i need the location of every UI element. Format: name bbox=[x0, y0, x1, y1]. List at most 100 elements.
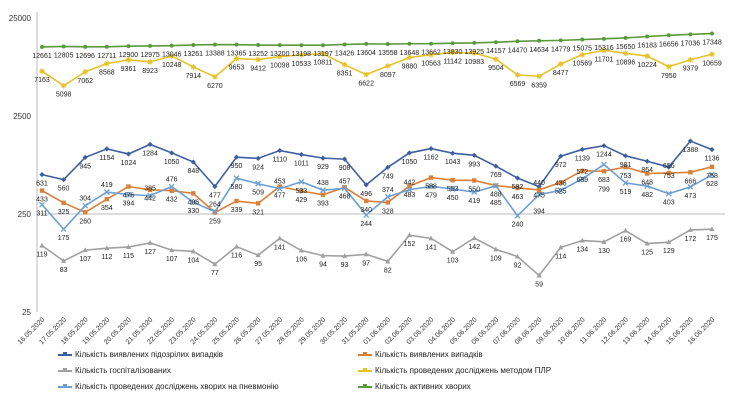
data-point bbox=[125, 151, 132, 157]
data-point bbox=[299, 43, 304, 48]
data-label: 450 bbox=[447, 195, 459, 202]
data-label: 260 bbox=[79, 218, 91, 225]
data-point bbox=[233, 175, 240, 182]
data-point bbox=[622, 179, 629, 186]
data-point bbox=[39, 242, 45, 248]
data-point bbox=[83, 44, 88, 49]
data-label: 1139 bbox=[575, 155, 590, 162]
data-label: 482 bbox=[641, 192, 653, 199]
data-point bbox=[665, 190, 672, 197]
data-label: 1043 bbox=[445, 159, 461, 166]
data-label: 864 bbox=[641, 167, 653, 174]
data-label: 476 bbox=[123, 193, 135, 200]
data-point bbox=[233, 55, 240, 62]
data-point bbox=[709, 164, 715, 169]
data-label: 924 bbox=[252, 164, 264, 171]
data-point bbox=[212, 261, 218, 267]
data-point bbox=[82, 202, 89, 209]
data-point bbox=[255, 180, 262, 187]
data-point bbox=[82, 247, 88, 253]
data-point bbox=[579, 175, 586, 182]
data-label: 92 bbox=[514, 263, 522, 270]
data-point bbox=[472, 40, 477, 45]
data-point bbox=[579, 51, 586, 58]
data-point bbox=[515, 39, 520, 44]
data-point bbox=[580, 37, 585, 42]
data-label: 16656 bbox=[659, 41, 679, 48]
data-point bbox=[212, 42, 217, 47]
data-label: 16183 bbox=[637, 43, 657, 50]
legend-item-detected: Кількість виявлених випадків bbox=[358, 350, 483, 359]
data-label: 13604 bbox=[356, 50, 376, 57]
data-point bbox=[472, 178, 477, 183]
data-point bbox=[558, 244, 564, 250]
data-label: 468 bbox=[339, 193, 351, 200]
data-point bbox=[492, 182, 499, 189]
data-label: 10533 bbox=[292, 61, 312, 68]
data-point bbox=[212, 183, 218, 190]
data-point bbox=[169, 43, 174, 48]
data-label: 13261 bbox=[184, 51, 204, 58]
data-label: 5098 bbox=[56, 92, 72, 99]
legend-item-suspected: Кількість виявлених підозрілих випадків bbox=[58, 350, 223, 359]
y-tick-label: 2500 bbox=[13, 112, 31, 121]
data-label: 125 bbox=[641, 250, 653, 257]
data-label: 580 bbox=[231, 184, 243, 191]
legend-swatch bbox=[58, 367, 72, 372]
data-point bbox=[644, 158, 650, 164]
data-point bbox=[364, 41, 369, 46]
data-point bbox=[601, 36, 606, 41]
data-label: 14634 bbox=[529, 47, 549, 54]
data-label: 10811 bbox=[313, 60, 332, 67]
data-label: 330 bbox=[187, 208, 199, 215]
data-label: 6359 bbox=[531, 82, 547, 89]
data-label: 394 bbox=[533, 209, 545, 216]
data-point bbox=[428, 175, 434, 180]
series-line bbox=[41, 49, 713, 87]
data-point bbox=[190, 159, 196, 165]
data-point bbox=[169, 247, 175, 253]
data-label: 10659 bbox=[702, 60, 722, 67]
data-label: 12805 bbox=[54, 52, 74, 59]
data-point bbox=[255, 201, 261, 206]
data-point bbox=[320, 43, 325, 48]
data-point bbox=[363, 71, 369, 78]
data-label: 8923 bbox=[142, 68, 158, 75]
data-label: 13830 bbox=[443, 49, 463, 56]
data-point bbox=[515, 185, 520, 190]
data-point bbox=[536, 272, 542, 278]
data-point bbox=[601, 239, 607, 244]
data-label: 433 bbox=[36, 197, 48, 204]
data-label: 689 bbox=[576, 177, 588, 184]
data-label: 799 bbox=[598, 187, 610, 194]
data-point bbox=[385, 164, 391, 170]
legend-item-hospitalized: Кількість госпіталізованих bbox=[58, 366, 171, 375]
data-point bbox=[168, 183, 175, 190]
data-label: 134 bbox=[576, 247, 588, 254]
data-label: 525 bbox=[555, 188, 567, 195]
data-label: 104 bbox=[187, 257, 199, 264]
data-label: 13252 bbox=[248, 51, 268, 58]
data-point bbox=[622, 227, 629, 233]
data-point bbox=[579, 237, 585, 243]
data-label: 6270 bbox=[207, 83, 223, 90]
data-label: 14470 bbox=[508, 47, 528, 54]
data-point bbox=[558, 38, 563, 43]
data-label: 1110 bbox=[272, 157, 287, 164]
data-label: 560 bbox=[58, 186, 70, 193]
data-point bbox=[601, 169, 607, 174]
data-label: 12711 bbox=[97, 53, 116, 60]
data-label: 106 bbox=[296, 257, 308, 264]
data-label: 264 bbox=[209, 202, 221, 209]
data-label: 1136 bbox=[704, 156, 719, 163]
data-label: 749 bbox=[382, 173, 394, 180]
data-label: 109 bbox=[490, 255, 502, 262]
data-label: 683 bbox=[598, 177, 610, 184]
data-point bbox=[644, 240, 650, 246]
data-label: 172 bbox=[685, 236, 697, 243]
data-label: 112 bbox=[101, 254, 112, 261]
data-label: 12661 bbox=[32, 53, 52, 60]
data-label: 631 bbox=[36, 181, 48, 188]
data-label: 9504 bbox=[488, 65, 504, 72]
data-label: 1011 bbox=[294, 161, 309, 168]
